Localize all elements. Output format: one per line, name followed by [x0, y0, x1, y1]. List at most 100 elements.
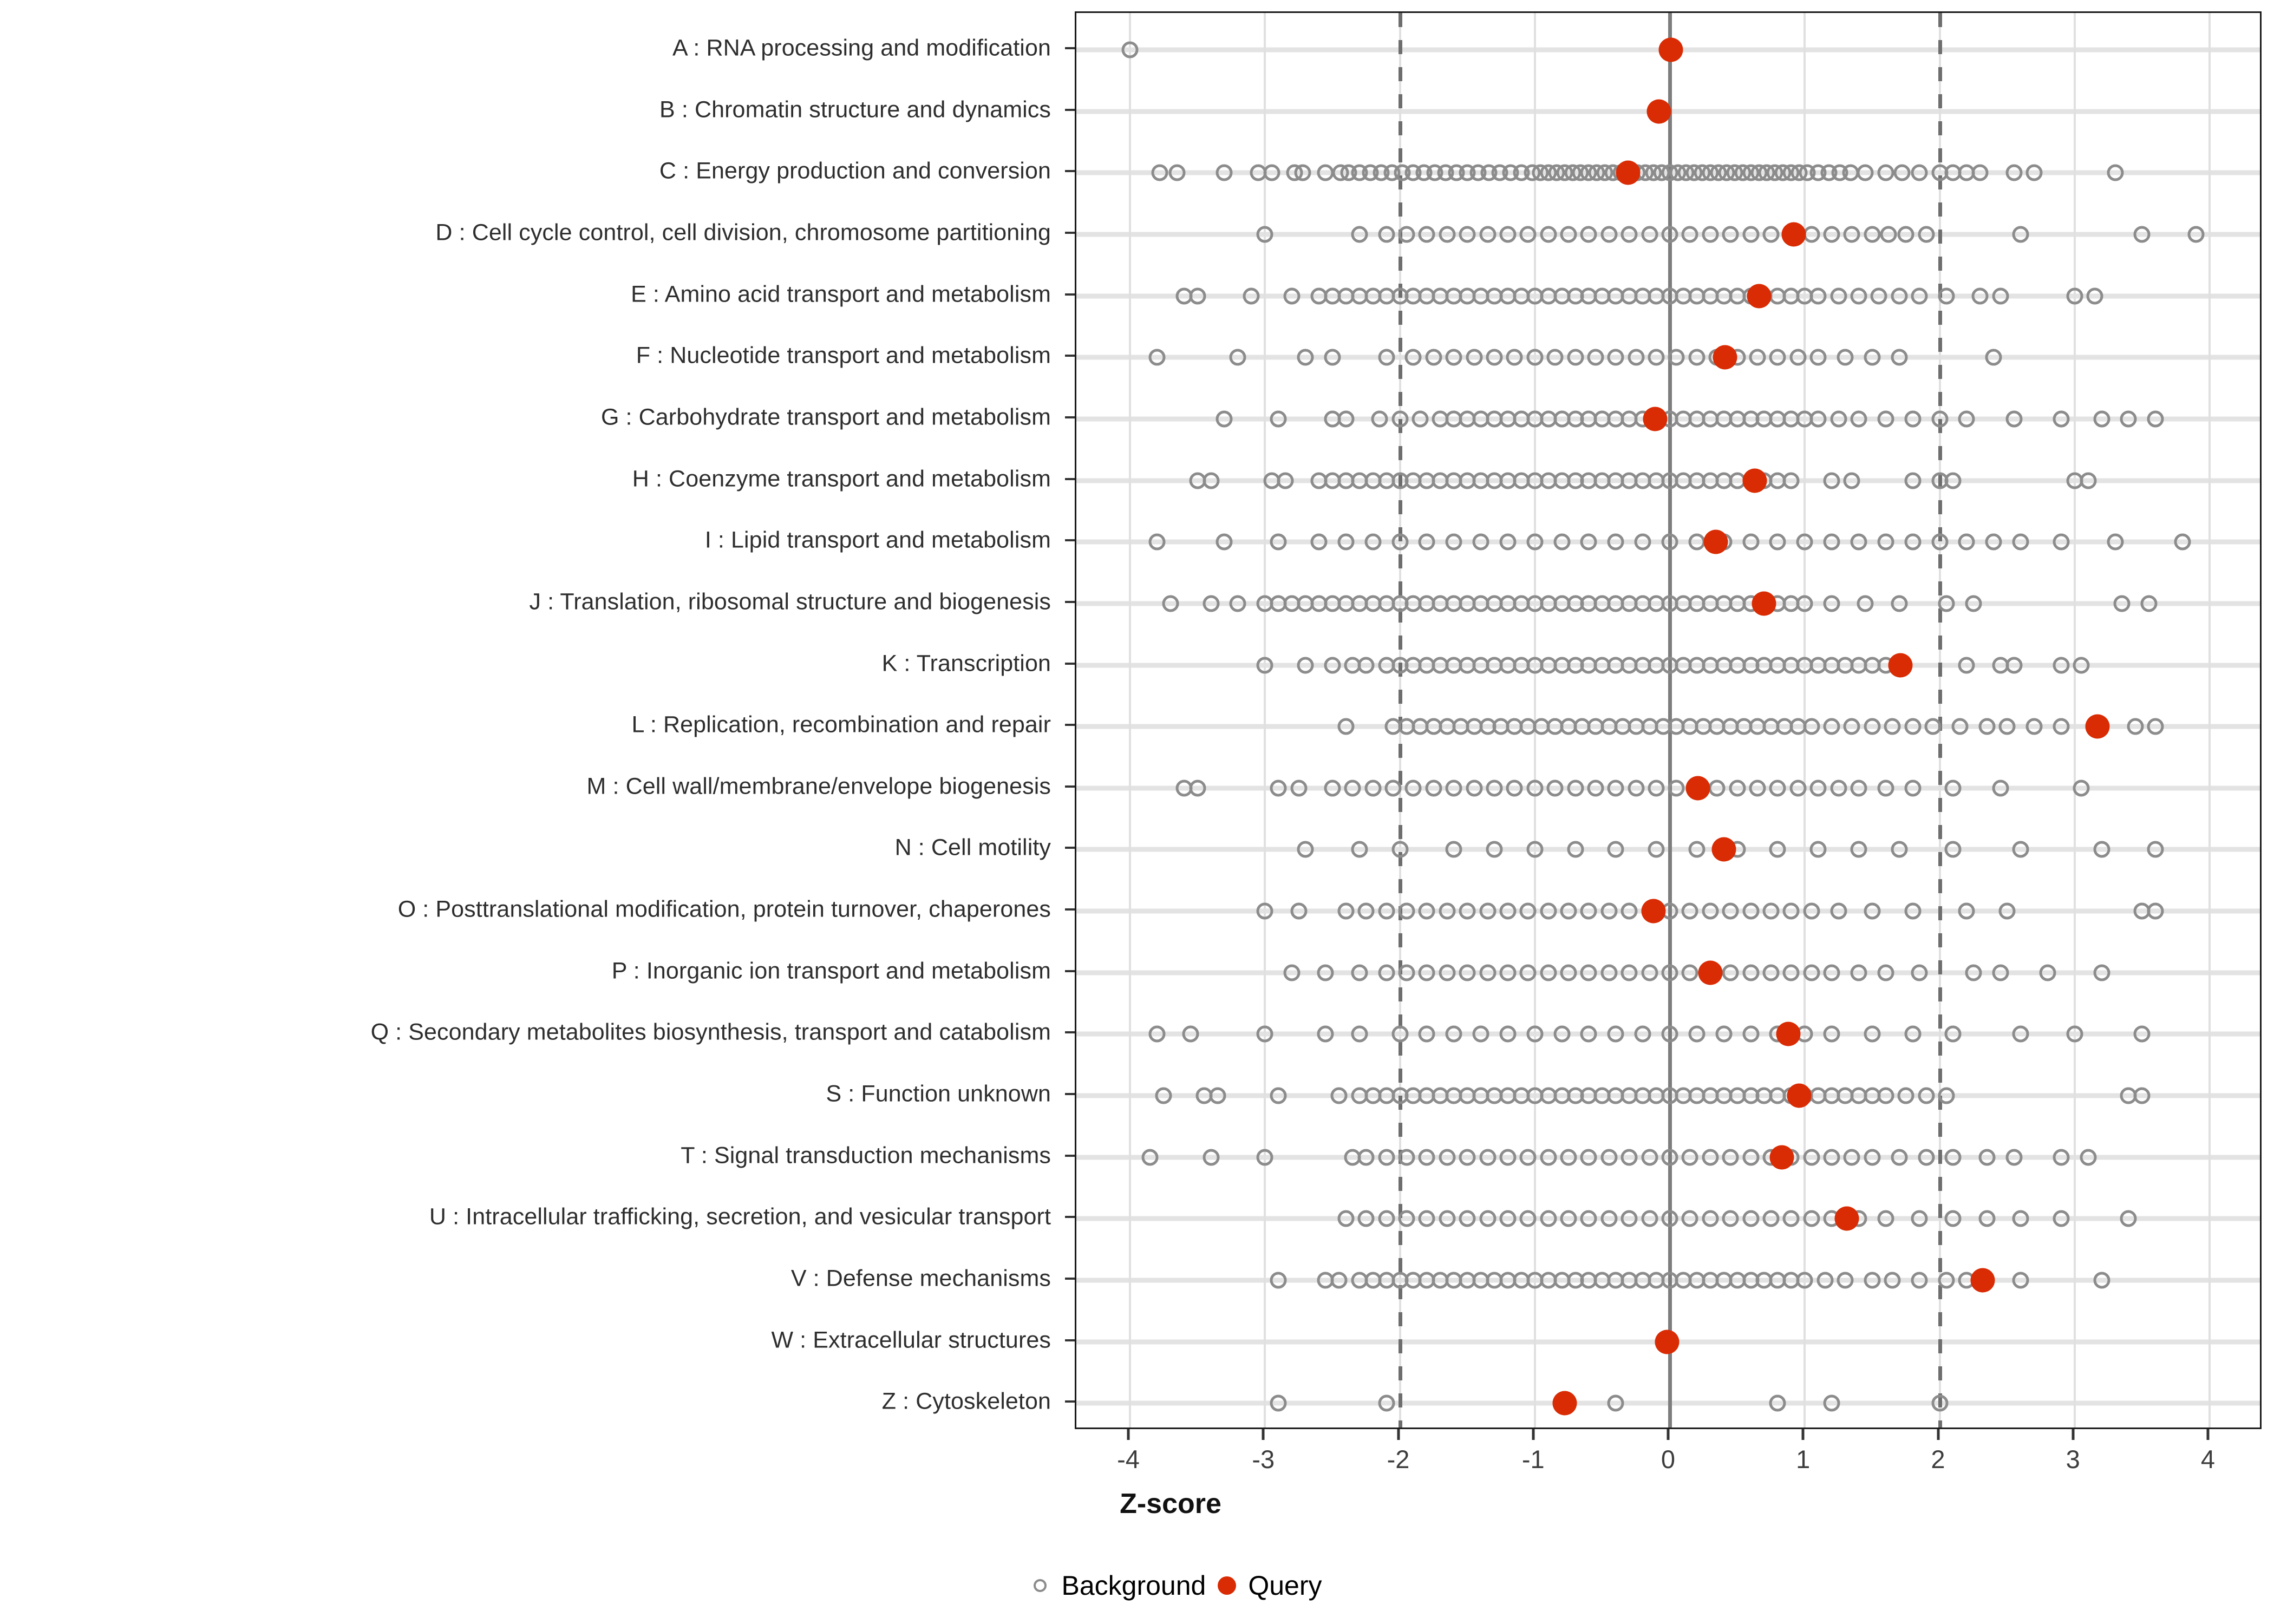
x-axis-tick [1397, 1429, 1400, 1440]
y-axis-label: U : Intracellular trafficking, secretion… [429, 1203, 1051, 1230]
background-point [2093, 410, 2110, 428]
background-point [2053, 1210, 2070, 1227]
background-point [2073, 780, 2090, 797]
background-point [2053, 1149, 2070, 1166]
background-point [1418, 1025, 1435, 1043]
y-axis-tick [1065, 908, 1075, 911]
x-axis-tick [2072, 1429, 2075, 1440]
background-point [1439, 1210, 1456, 1227]
background-point [1519, 964, 1537, 981]
query-point[interactable] [1769, 1145, 1794, 1170]
background-point [1911, 164, 1928, 181]
y-axis-tick [1065, 1031, 1075, 1034]
background-point [2133, 226, 2151, 243]
background-point [1837, 349, 1854, 366]
background-point [1880, 226, 1897, 243]
background-point [1580, 1149, 1597, 1166]
background-point [1553, 1025, 1571, 1043]
background-point [1479, 902, 1496, 920]
background-point [1203, 1149, 1220, 1166]
background-point [1216, 410, 1233, 428]
background-point [1992, 780, 2009, 797]
background-point [1317, 964, 1334, 981]
background-point [2012, 1025, 2029, 1043]
background-point [1864, 226, 1881, 243]
background-point [1277, 472, 1294, 489]
background-point [1978, 1149, 1996, 1166]
y-axis-label: A : RNA processing and modification [672, 35, 1051, 61]
background-point [1607, 1025, 1624, 1043]
background-point [1634, 533, 1651, 551]
background-point [2066, 1025, 2083, 1043]
background-point [1648, 349, 1665, 366]
background-point [1850, 533, 1867, 551]
background-point [1978, 718, 1996, 735]
legend-item-background[interactable]: Background [1019, 1570, 1206, 1601]
background-point [1877, 533, 1894, 551]
background-point [1546, 780, 1564, 797]
background-point [1823, 718, 1840, 735]
query-point[interactable] [1834, 1206, 1859, 1231]
query-point[interactable] [1685, 776, 1710, 801]
background-point [1782, 902, 1800, 920]
y-axis-tick [1065, 847, 1075, 849]
background-point [1418, 533, 1435, 551]
query-point[interactable] [1703, 529, 1728, 554]
background-point [1391, 841, 1408, 858]
background-point [1884, 718, 1901, 735]
background-point [1762, 902, 1780, 920]
query-point[interactable] [1655, 1330, 1680, 1354]
query-point[interactable] [1641, 899, 1666, 924]
query-point[interactable] [1698, 960, 1723, 985]
y-axis-label: I : Lipid transport and metabolism [704, 527, 1051, 553]
query-point[interactable] [2085, 714, 2110, 739]
background-point [1742, 902, 1760, 920]
background-point [1931, 410, 1948, 428]
background-point [1864, 902, 1881, 920]
query-point[interactable] [1552, 1391, 1577, 1416]
background-point [1607, 533, 1624, 551]
query-point[interactable] [1713, 345, 1737, 370]
query-point[interactable] [1646, 99, 1671, 124]
background-point [2005, 164, 2023, 181]
background-point [1155, 1087, 1172, 1104]
query-point[interactable] [1888, 653, 1913, 677]
background-point [1965, 964, 1982, 981]
background-point [1472, 533, 1489, 551]
background-point [1607, 780, 1624, 797]
background-point [1398, 1210, 1415, 1227]
background-point [1891, 1149, 1908, 1166]
query-point[interactable] [1616, 160, 1641, 185]
background-point [1965, 595, 1982, 612]
background-point [2147, 718, 2164, 735]
plot-inner [1076, 13, 2260, 1427]
background-point [1445, 841, 1462, 858]
background-point [1769, 841, 1786, 858]
query-point[interactable] [1970, 1268, 1995, 1293]
query-point[interactable] [1658, 37, 1683, 62]
background-point [1782, 472, 1800, 489]
query-point[interactable] [1781, 222, 1806, 247]
query-point[interactable] [1752, 591, 1776, 616]
query-point[interactable] [1711, 837, 1736, 862]
y-axis-label: T : Signal transduction mechanisms [681, 1142, 1051, 1169]
legend-item-query[interactable]: Query [1206, 1570, 1322, 1601]
query-point[interactable] [1742, 468, 1767, 493]
background-point [1151, 164, 1168, 181]
background-point [1722, 1210, 1739, 1227]
background-point [1526, 349, 1544, 366]
background-point [1459, 1210, 1476, 1227]
background-point [1891, 595, 1908, 612]
background-point [1600, 1210, 1618, 1227]
background-point [2093, 841, 2110, 858]
query-point[interactable] [1787, 1083, 1812, 1108]
query-point[interactable] [1747, 284, 1771, 309]
background-point [1938, 287, 1955, 305]
background-point [1317, 1025, 1334, 1043]
query-point[interactable] [1776, 1021, 1801, 1046]
background-point [1971, 287, 1989, 305]
background-point [1121, 41, 1139, 58]
background-point [1560, 226, 1577, 243]
query-point[interactable] [1643, 407, 1668, 431]
background-point [1357, 1210, 1375, 1227]
